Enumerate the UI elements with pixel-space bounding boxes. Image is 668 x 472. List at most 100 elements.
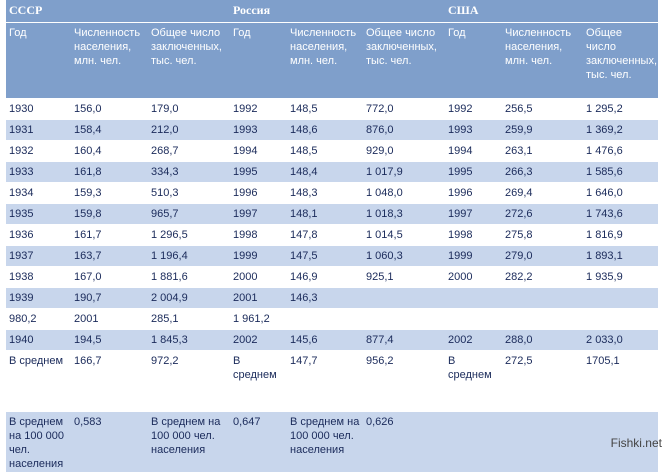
table-cell: 925,1: [363, 266, 446, 287]
table-cell: 1 060,3: [363, 245, 446, 266]
table-cell: 1 296,5: [148, 224, 230, 245]
table-cell: 1997: [230, 203, 287, 224]
table-row: 1936 161,7 1 296,5 1998 147,8 1 014,5 1998 275,…: [6, 224, 659, 245]
table-cell: 146,9: [287, 266, 363, 287]
table-cell: 2001: [71, 308, 148, 329]
table-cell: 1932: [6, 140, 71, 161]
table-cell: 1999: [445, 245, 503, 266]
watermark: Fishki.net: [610, 436, 662, 450]
table-cell: 1934: [6, 182, 71, 203]
table-cell: [363, 308, 446, 329]
table-row: 1934 159,3 510,3 1996 148,3 1 048,0 1996 269,4 1…: [6, 182, 659, 203]
prison-statistics-table: СССР Россия США Год Численность населения, м…: [6, 0, 659, 472]
table-row: 980,2 2001 285,1 1 961,2: [6, 308, 659, 329]
table-row: 1935 159,8 965,7 1997 148,1 1 018,3 1997 272,6 1…: [6, 203, 659, 224]
table-row: 1939 190,7 2 004,9 2001 146,3: [6, 287, 659, 308]
table-cell: 148,5: [287, 98, 363, 119]
table-cell: 877,4: [363, 329, 446, 350]
table-cell: [583, 308, 659, 329]
table-cell: 1997: [445, 203, 503, 224]
spacer-cell: [287, 406, 363, 411]
average-row: В среднем 166,7 972,2 В среднем 147,7 956,2 В …: [6, 350, 659, 406]
table-cell: 1998: [230, 224, 287, 245]
table-cell: 272,6: [502, 203, 584, 224]
table-cell: [445, 308, 503, 329]
table-cell: 156,0: [71, 98, 148, 119]
table-cell: 147,7: [287, 350, 363, 406]
table-cell: 1930: [6, 98, 71, 119]
table-cell: 1 881,6: [148, 266, 230, 287]
table-cell: 1 893,1: [583, 245, 659, 266]
table-cell: 2000: [230, 266, 287, 287]
table-cell: [502, 287, 584, 308]
table-cell: 1996: [230, 182, 287, 203]
table-cell: 266,3: [502, 161, 584, 182]
table-cell: 1994: [230, 140, 287, 161]
table-cell: 148,6: [287, 119, 363, 140]
table-cell: В среднем на 100 000 чел. населения: [287, 411, 363, 472]
table-row: 1940 194,5 1 845,3 2002 145,6 877,4 2002 288,0 2…: [6, 329, 659, 350]
table-cell: 772,0: [363, 98, 446, 119]
table-cell: 1995: [230, 161, 287, 182]
table-cell: 956,2: [363, 350, 446, 406]
table-cell: 159,8: [71, 203, 148, 224]
spacer-cell: [148, 406, 230, 411]
table-cell: 1 743,6: [583, 203, 659, 224]
table-cell: 0,647: [230, 411, 287, 472]
table-cell: 1935: [6, 203, 71, 224]
table-cell: 279,0: [502, 245, 584, 266]
table-cell: [363, 287, 446, 308]
column-header: Общее число заключенных, тыс. чел.: [148, 22, 230, 98]
column-header: Год: [445, 22, 503, 98]
table-cell: 1938: [6, 266, 71, 287]
spacer-cell: [363, 406, 446, 411]
table-cell: 980,2: [6, 308, 71, 329]
table-cell: 1939: [6, 287, 71, 308]
table-cell: 1705,1: [583, 350, 659, 406]
table-cell: 282,2: [502, 266, 584, 287]
table-cell: 1993: [445, 119, 503, 140]
table-row: 1932 160,4 268,7 1994 148,5 929,0 1994 263,1 1 4…: [6, 140, 659, 161]
table-cell: 2000: [445, 266, 503, 287]
table-cell: 2002: [230, 329, 287, 350]
spacer-cell: [6, 406, 71, 411]
table-cell: 1940: [6, 329, 71, 350]
table-cell: В среднем: [230, 350, 287, 406]
table-cell: 179,0: [148, 98, 230, 119]
table-row: 1937 163,7 1 196,4 1999 147,5 1 060,3 1999 279,…: [6, 245, 659, 266]
group-header-row: СССР Россия США: [6, 0, 659, 22]
table-cell: 1 476,6: [583, 140, 659, 161]
table-cell: 160,4: [71, 140, 148, 161]
table-cell: 1 295,2: [583, 98, 659, 119]
table-cell: 1 935,9: [583, 266, 659, 287]
table-cell: 1994: [445, 140, 503, 161]
group-header: США: [445, 0, 659, 22]
table-cell: 1 018,3: [363, 203, 446, 224]
table-cell: 161,8: [71, 161, 148, 182]
table-cell: 1995: [445, 161, 503, 182]
table-cell: 288,0: [502, 329, 584, 350]
table-cell: 1 845,3: [148, 329, 230, 350]
table-cell: 148,3: [287, 182, 363, 203]
table-cell: 167,0: [71, 266, 148, 287]
table-cell: 272,5: [502, 350, 584, 406]
table-cell: 1 585,6: [583, 161, 659, 182]
table-cell: 1992: [445, 98, 503, 119]
table-cell: 146,3: [287, 287, 363, 308]
table-cell: 1 014,5: [363, 224, 446, 245]
table-cell: 163,7: [71, 245, 148, 266]
table-cell: 972,2: [148, 350, 230, 406]
table-cell: 269,4: [502, 182, 584, 203]
table-cell: 1936: [6, 224, 71, 245]
table-cell: 268,7: [148, 140, 230, 161]
table-cell: 259,9: [502, 119, 584, 140]
column-header: Год: [6, 22, 71, 98]
table-cell: 2001: [230, 287, 287, 308]
group-header: СССР: [6, 0, 230, 22]
table-row: 1931 158,4 212,0 1993 148,6 876,0 1993 259,9 1 3…: [6, 119, 659, 140]
per-100k-row: В среднем на 100 000 чел. населения 0,583…: [6, 411, 659, 472]
spacer-cell: [502, 406, 584, 411]
table-cell: 876,0: [363, 119, 446, 140]
spacer-cell: [445, 406, 503, 411]
table-cell: 1996: [445, 182, 503, 203]
